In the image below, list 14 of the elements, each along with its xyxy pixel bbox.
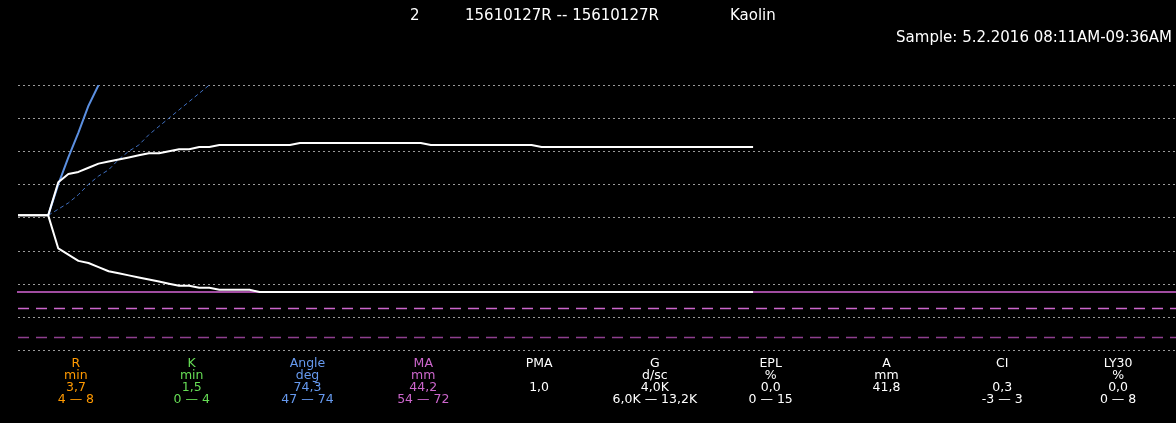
chart-title: 15610127R -- 15610127R bbox=[465, 6, 659, 24]
text: LY30 % 0,0 0 — 8 bbox=[1098, 355, 1138, 408]
text: Sample: 5.2.2016 08:11AM-09:36AM bbox=[896, 28, 1172, 46]
text: Angle deg 74,3 47 — 74 bbox=[280, 355, 335, 408]
text: PMA 1,0 bbox=[524, 355, 554, 396]
text: A mm 41,8 bbox=[871, 355, 902, 396]
text: CI 0,3 -3 — 3 bbox=[980, 355, 1024, 408]
text: MA mm 44,2 54 — 72 bbox=[396, 355, 451, 408]
text: K min 1,5 0 — 4 bbox=[172, 355, 211, 408]
text: G d/sc 4,0K 6,0K — 13,2K bbox=[611, 355, 699, 408]
text: 2 bbox=[410, 6, 420, 24]
text: R min 3,7 4 — 8 bbox=[56, 355, 96, 408]
text: Kaolin bbox=[730, 6, 776, 24]
text: EPL % 0,0 0 — 15 bbox=[747, 355, 794, 408]
